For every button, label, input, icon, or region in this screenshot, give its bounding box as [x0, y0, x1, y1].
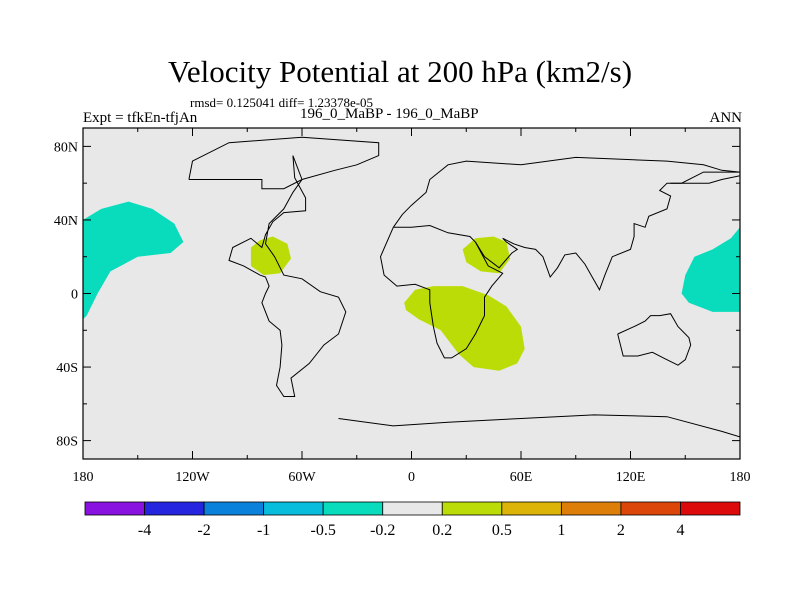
colorbar-label-6: 0.5 — [492, 522, 512, 539]
colorbar-label-9: 4 — [676, 522, 684, 539]
region-south-asia-negative — [462, 236, 511, 274]
colorbar-swatch-4 — [322, 501, 384, 516]
region-africa-indian-ocean-negative — [404, 286, 525, 371]
colorbar-label-1: -2 — [197, 522, 210, 539]
rmsd-diff-stats: rmsd= 0.125041 diff= 1.23378e-05 — [190, 95, 374, 110]
coastline-5 — [617, 313, 692, 366]
colorbar-label-4: -0.2 — [370, 522, 395, 539]
coastline-6 — [670, 171, 740, 184]
map-background — [83, 128, 740, 459]
colorbar-swatch-8 — [560, 501, 622, 516]
colorbar-swatch-2 — [203, 501, 265, 516]
case-label: 196_0_MaBP - 196_0_MaBP — [300, 106, 479, 122]
colorbar-swatch-3 — [263, 501, 324, 516]
coastlines — [188, 136, 740, 438]
colorbar-label-0: -4 — [138, 522, 151, 539]
y-tick-label-2: 0 — [71, 288, 78, 303]
coastline-4 — [474, 175, 740, 291]
experiment-label: Expt = tfkEn-tfjAn — [83, 110, 198, 126]
coastline-0 — [188, 136, 380, 190]
coastline-7 — [338, 414, 740, 438]
x-tick-label-0: 180 — [73, 470, 94, 485]
colorbar-swatch-7 — [501, 501, 562, 516]
colorbar-label-2: -1 — [257, 522, 270, 539]
x-tick-label-5: 120E — [616, 470, 646, 485]
x-tick-label-3: 0 — [408, 470, 415, 485]
contour-regions — [83, 201, 740, 371]
y-tick-label-3: 40S — [56, 361, 78, 376]
season-label: ANN — [709, 110, 743, 126]
colorbar: -4 -2 -1 -0.5 -0.2 0.2 0.5 1 2 4 — [84, 501, 741, 539]
x-tick-label-1: 120W — [175, 470, 210, 485]
colorbar-swatch-0 — [84, 501, 145, 516]
colorbar-label-3: -0.5 — [311, 522, 336, 539]
axis-ticks: 180 120W 60W 0 60E 120E 180 80N 40N 0 40S 80S — [54, 128, 751, 485]
colorbar-label-5: 0.2 — [432, 522, 452, 539]
coastline-2 — [392, 156, 740, 228]
x-tick-label-4: 60E — [510, 470, 533, 485]
y-tick-label-4: 80S — [56, 435, 78, 450]
coastline-3 — [379, 224, 504, 359]
colorbar-label-7: 1 — [557, 522, 565, 539]
region-dateline-west-positive — [83, 201, 184, 320]
colorbar-swatch-6 — [441, 501, 503, 516]
y-tick-label-0: 80N — [54, 140, 78, 155]
colorbar-swatch-1 — [144, 501, 205, 516]
coastline-1 — [228, 155, 347, 397]
colorbar-swatch-10 — [680, 501, 741, 516]
chart-title: Velocity Potential at 200 hPa (km2/s) — [167, 54, 633, 89]
colorbar-label-8: 2 — [617, 522, 625, 539]
region-dateline-east-positive — [681, 227, 740, 312]
x-tick-label-2: 60W — [288, 470, 316, 485]
colorbar-swatch-9 — [620, 501, 681, 516]
x-tick-label-6: 180 — [730, 470, 751, 485]
colorbar-swatch-5 — [382, 501, 443, 516]
y-tick-label-1: 40N — [54, 214, 78, 229]
